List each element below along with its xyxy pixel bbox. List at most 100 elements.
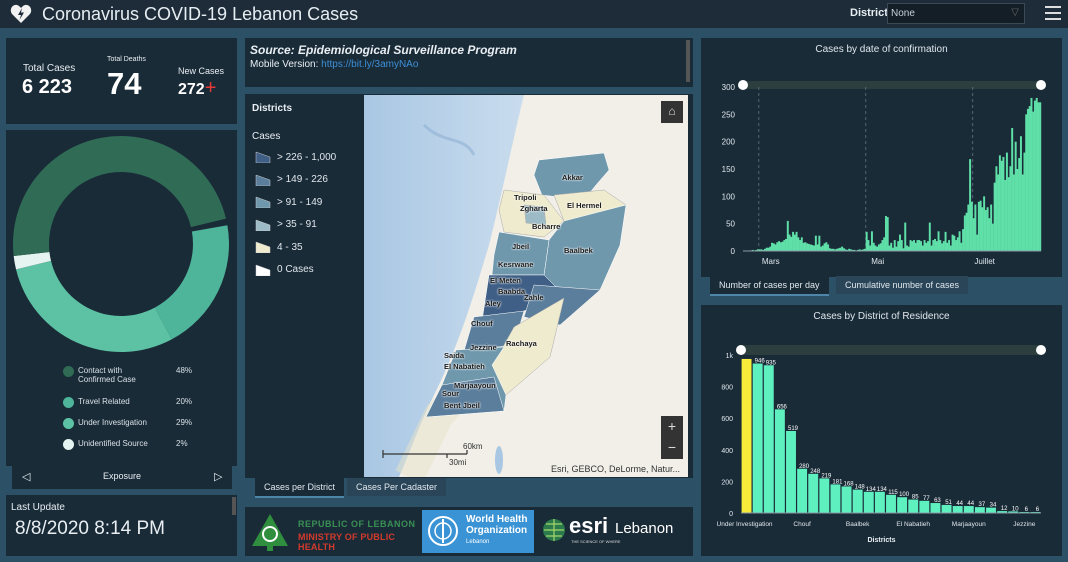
district-label: Baalbek [564,246,593,255]
daily-bar [788,234,791,251]
x-tick-label: Baalbek [846,521,870,528]
daily-cases-panel: Cases by date of confirmation 0 50 100 150 2… [701,38,1062,277]
daily-bar [892,247,894,251]
daily-bar [849,249,852,251]
daily-bar [990,204,993,251]
zoom-in-button[interactable]: + [661,416,683,438]
tab-cases-per-day[interactable]: Number of cases per day [710,276,829,296]
data-label: 935 [766,360,777,366]
daily-bar [935,241,938,251]
district-bar [819,478,830,513]
mobile-version-link[interactable]: https://bit.ly/3amyNAo [321,59,419,70]
home-icon[interactable]: ⌂ [661,101,683,123]
zoom-out-button[interactable]: − [661,437,683,459]
data-label: 656 [777,404,788,410]
daily-bar [786,220,789,251]
data-label: 77 [923,496,930,502]
legend-swatch-icon [255,174,271,186]
y-tick-label: 150 [722,165,736,174]
x-tick-label: Chouf [793,521,811,528]
tab-cases-per-district[interactable]: Cases per District [255,478,345,498]
daily-bar [874,245,877,251]
stats-panel: Total Cases 6 223 Total Deaths 74 New Ca… [6,38,237,124]
district-label: Tripoli [514,193,537,202]
daily-bar [877,244,880,251]
legend-label: 0 Cases [277,264,314,275]
scrollbar[interactable] [686,40,690,82]
app-title: Coronavirus COVID-19 Lebanon Cases [42,4,359,24]
daily-bar [771,242,773,251]
district-label: Zahle [524,293,544,302]
district-bar [852,489,863,513]
district-polygons[interactable] [425,152,627,418]
district-label: Jezzine [470,343,497,352]
exposure-legend-item: Travel Related 20% [63,397,203,408]
district-bar [886,494,896,513]
district-bar [774,409,785,513]
district-filter-label: District [850,7,888,19]
daily-bar [823,243,826,251]
map-canvas[interactable] [364,95,688,477]
district-label: Chouf [471,319,493,328]
daily-bar [958,231,961,251]
daily-bar [772,243,775,251]
who-emblem-icon [428,516,458,546]
legend-dot-icon [63,439,74,450]
map-view[interactable]: Akkar Tripoli Zgharta El Hermel Bcharre Jbeil… [364,95,688,477]
daily-bar [993,182,996,251]
district-bar [986,507,996,513]
legend-label: > 91 - 149 [277,196,323,208]
exposure-title: Exposure [102,471,142,481]
daily-bar [1035,97,1038,251]
scrollbar[interactable] [232,497,236,515]
source-title: Source: Epidemiological Surveillance Pro… [250,43,517,57]
map-legend-item: > 226 - 1,000 [255,151,336,163]
district-bar [897,497,908,513]
source-panel: Source: Epidemiological Surveillance Pro… [245,38,693,87]
legend-swatch-icon [255,196,271,208]
daily-bar [1032,111,1035,251]
hamburger-menu-icon[interactable] [1045,6,1061,20]
daily-bar [870,231,873,251]
daily-bar [967,204,970,251]
daily-bar [911,241,914,251]
daily-bar [835,248,838,251]
district-label: Bcharre [532,222,561,231]
tab-cases-per-cadaster[interactable]: Cases Per Cadaster [347,478,447,496]
partner-logos: REPUBLIC OF LEBANON MINISTRY OF PUBLIC H… [245,507,693,556]
district-bar [997,511,1008,513]
scale-km-label: 60km [463,442,483,451]
district-label: Sour [442,389,460,398]
daily-bar [998,155,1001,251]
district-select[interactable]: None ▽ [887,3,1025,24]
daily-bar [1026,108,1029,251]
daily-bar [856,249,859,251]
daily-bar [799,240,802,251]
district-cases-panel: Cases by District of Residence 0 200 400 60… [701,305,1062,556]
daily-bar [867,240,870,251]
legend-dot-icon [63,397,74,408]
daily-bar [895,246,898,251]
next-arrow-icon[interactable]: ▷ [214,471,223,483]
daily-bar [839,247,842,251]
daily-bar [956,237,959,251]
daily-bar [809,244,812,251]
daily-bar [953,235,956,251]
daily-bar [983,196,986,251]
previous-arrow-icon[interactable]: ◁ [22,471,31,483]
daily-bar [1019,136,1022,251]
total-deaths-label: Total Deaths [107,56,146,63]
daily-bar [1007,177,1010,251]
legend-swatch-icon [255,264,271,276]
district-label: El Nabatieh [444,362,485,371]
legend-label: Contact with Confirmed Case [78,366,136,384]
daily-bar [848,248,851,251]
data-label: 6 [1036,507,1040,513]
daily-bar [944,231,947,251]
new-cases-number: 272 [178,81,205,98]
daily-bar [960,242,963,251]
district-bar [841,486,852,513]
daily-bar [932,240,935,251]
daily-bar [883,237,886,251]
tab-cumulative-cases[interactable]: Cumulative number of cases [836,276,969,294]
